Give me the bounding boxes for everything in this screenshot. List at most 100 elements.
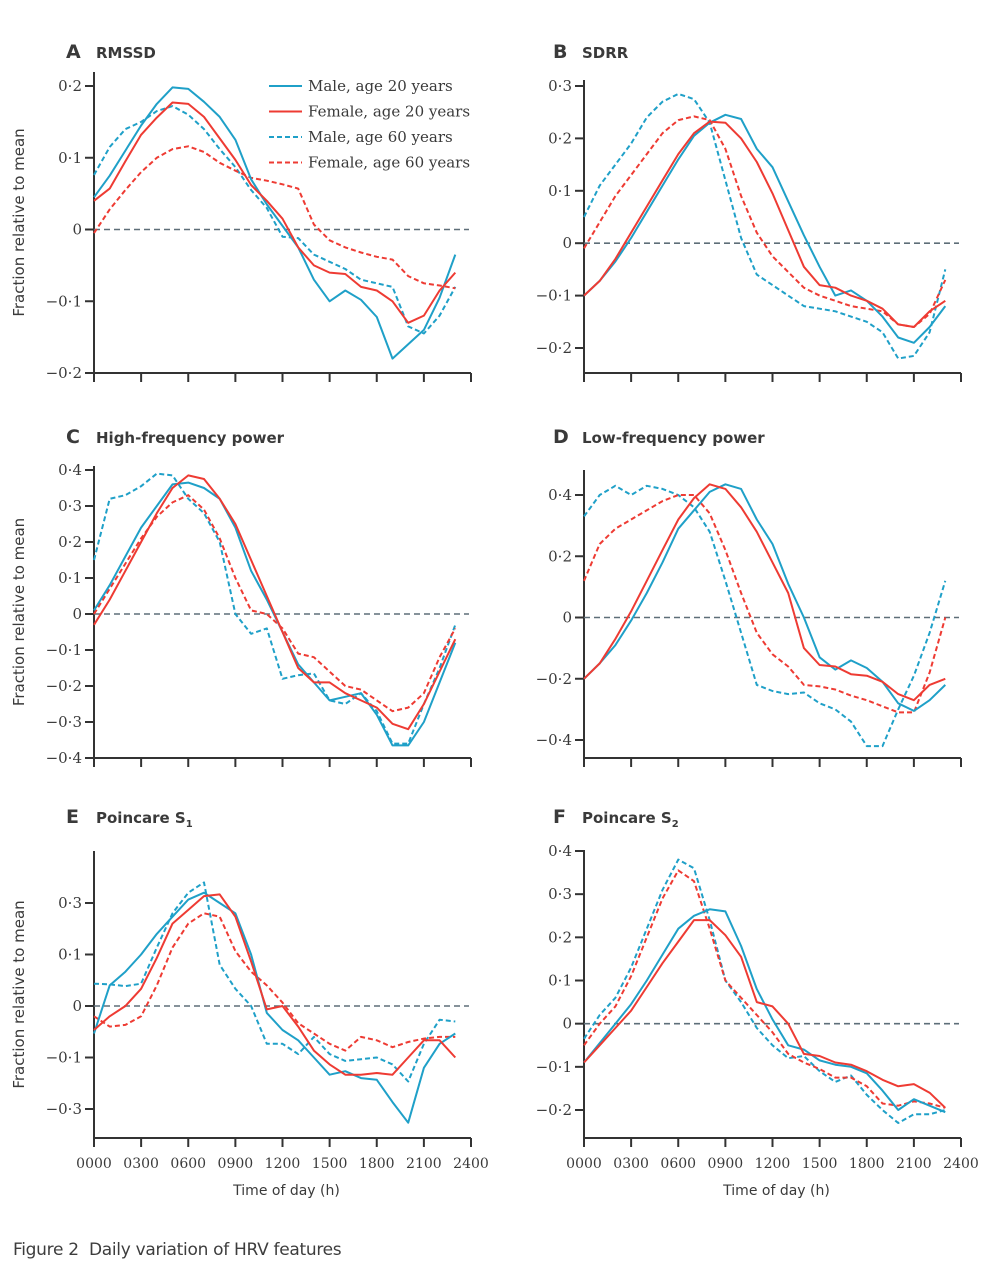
y-tick-label: 0·2	[58, 77, 82, 95]
series-line-female-age-60-years	[583, 494, 947, 714]
y-tick-label: −0·1	[46, 641, 82, 659]
y-tick-label: 0·2	[548, 129, 572, 147]
legend-label: Male, age 60 years	[308, 128, 453, 146]
y-tick-label: 0·1	[548, 182, 572, 200]
x-axis-label: Time of day (h)	[232, 1183, 340, 1199]
y-tick-label: −0·2	[536, 339, 572, 357]
panel-title: High-frequency power	[96, 429, 285, 447]
y-axis-label: Fraction relative to mean	[10, 518, 28, 706]
x-tick-label: 2400	[943, 1156, 979, 1172]
y-axis-label: Fraction relative to mean	[10, 900, 28, 1088]
series-line-male-age-60-years	[93, 881, 456, 1083]
y-tick-label: 0·1	[58, 569, 82, 587]
panel-d: D Low-frequency power 0·4 0·2 0 −0·2 −0·4	[536, 426, 962, 767]
series-line-male-age-60-years	[583, 484, 947, 748]
y-tick-label: −0·1	[46, 292, 82, 310]
y-axis-label: Fraction relative to mean	[10, 128, 28, 316]
x-tick-label: 1500	[312, 1156, 348, 1172]
panel-title: Poincare S2	[582, 809, 679, 830]
panel-letter: C	[66, 426, 80, 448]
x-tick-label: 1200	[265, 1156, 301, 1172]
series-line-female-age-20-years	[583, 483, 946, 702]
x-tick-label: 0000	[76, 1156, 112, 1172]
panel-title: Poincare S1	[96, 809, 193, 830]
y-tick-label: −0·1	[536, 287, 572, 305]
x-tick-label: 1500	[802, 1156, 838, 1172]
y-tick-label: −0·2	[46, 677, 82, 695]
x-tick-label: 1800	[359, 1156, 395, 1172]
series-line-female-age-20-years	[93, 893, 457, 1076]
y-tick-label: 0·2	[548, 547, 572, 565]
series-line-male-age-20-years	[583, 483, 946, 712]
y-tick-label: 0·1	[548, 972, 572, 990]
series-line-female-age-60-years	[93, 145, 456, 290]
series-line-female-age-60-years	[583, 869, 946, 1109]
x-tick-label: 2100	[896, 1156, 932, 1172]
y-tick-label: 0·2	[58, 533, 82, 551]
series-line-female-age-60-years	[93, 912, 456, 1052]
y-tick-label: −0·2	[536, 670, 572, 688]
x-tick-label: 2400	[453, 1156, 489, 1172]
x-tick-label: 0600	[170, 1156, 206, 1172]
y-tick-label: 0	[72, 997, 82, 1015]
y-tick-label: 0·3	[548, 885, 572, 903]
y-tick-label: 0	[562, 609, 572, 627]
series-line-male-age-60-years	[93, 105, 457, 335]
panel-letter: E	[66, 806, 79, 828]
panel-letter: F	[553, 806, 566, 828]
x-tick-label: 2100	[406, 1156, 442, 1172]
panel-c: C High-frequency power 0·4 0·3 0·2 0·1 0 −0·1 −0…	[10, 426, 472, 767]
x-tick-label: 1800	[849, 1156, 885, 1172]
y-tick-label: 0	[562, 1015, 572, 1033]
panel-e: E Poincare S1 0000 0300 0600 0900 1200 1500 1800…	[10, 806, 489, 1199]
y-tick-label: 0	[72, 221, 82, 239]
series-line-female-age-20-years	[93, 474, 457, 731]
y-tick-label: 0·4	[58, 461, 82, 479]
panel-a: A RMSSD 0·2 0·1 0 −0·1 −0·2 Fraction relative t…	[10, 41, 472, 382]
series-line-female-age-20-years	[93, 101, 457, 324]
y-tick-label: 0	[72, 605, 82, 623]
y-tick-label: 0·3	[58, 497, 82, 515]
panel-b: B SDRR 0·3 0·2 0·1 0 −0·1 −0·2	[536, 41, 962, 382]
panel-title: Low-frequency power	[582, 429, 765, 447]
series-line-male-age-20-years	[93, 891, 456, 1124]
panel-letter: A	[66, 41, 81, 63]
y-tick-label: −0·2	[46, 364, 82, 382]
series-line-male-age-20-years	[583, 908, 946, 1114]
y-tick-label: −0·1	[46, 1049, 82, 1067]
series-line-female-age-20-years	[583, 919, 946, 1109]
y-tick-label: −0·1	[536, 1058, 572, 1076]
legend-label: Female, age 60 years	[308, 154, 470, 172]
series-line-female-age-60-years	[583, 115, 947, 328]
series-line-female-age-60-years	[93, 494, 457, 713]
x-axis-label: Time of day (h)	[722, 1183, 830, 1199]
y-tick-label: −0·2	[536, 1101, 572, 1119]
series-line-female-age-20-years	[583, 120, 946, 328]
panel-f: F Poincare S2 0000 0300 0600 0900 1200 1500 1800…	[536, 806, 979, 1199]
panel-title: RMSSD	[96, 44, 156, 62]
y-tick-label: −0·4	[46, 749, 82, 767]
series-line-male-age-60-years	[93, 472, 457, 745]
y-tick-label: 0·1	[58, 946, 82, 964]
legend-label: Female, age 20 years	[308, 103, 470, 121]
y-tick-label: −0·4	[536, 731, 572, 749]
x-tick-label: 0900	[218, 1156, 254, 1172]
y-tick-label: 0·1	[58, 149, 82, 167]
y-tick-label: 0·3	[548, 77, 572, 95]
series-line-male-age-60-years	[583, 92, 947, 360]
y-tick-label: 0·3	[58, 894, 82, 912]
panel-letter: D	[553, 426, 569, 448]
figure-caption: Figure 2 Daily variation of HRV features	[13, 1240, 342, 1260]
series-line-male-age-60-years	[583, 858, 946, 1124]
x-tick-label: 0900	[708, 1156, 744, 1172]
series-line-male-age-20-years	[583, 113, 947, 344]
y-tick-label: −0·3	[46, 1100, 82, 1118]
y-tick-label: 0·2	[548, 928, 572, 946]
y-tick-label: 0·4	[548, 842, 572, 860]
x-tick-label: 0600	[660, 1156, 696, 1172]
figure-caption-text: Daily variation of HRV features	[88, 1240, 342, 1260]
legend-label: Male, age 20 years	[308, 77, 453, 95]
series-line-male-age-20-years	[93, 86, 457, 360]
x-tick-label: 0000	[566, 1156, 602, 1172]
